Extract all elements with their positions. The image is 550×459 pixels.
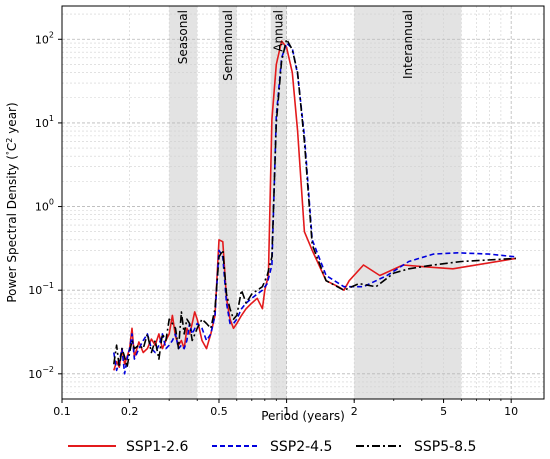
y-tick-label: 10−1 [28,281,54,297]
y-axis-label-degree: ° [5,151,14,155]
x-tick-label: 0.5 [210,405,228,418]
plot-frame [61,5,545,400]
y-axis-label-suffix: year) [5,102,19,137]
x-tick-label: 10 [504,405,518,418]
x-tick-label: 1 [283,405,290,418]
period-bands [169,6,462,399]
axis-ticks: 0.1 0.2 0.5 1 2 5 10 10−2 10−1 100 101 102 [28,30,518,418]
y-tick-label: 102 [35,30,54,46]
band-label-semiannual: Semiannual [221,10,235,81]
band-label-annual: Annual [272,10,286,52]
band-annual [270,6,287,399]
y-axis-label: Power Spectral Density (°C2 year) [5,102,19,302]
series-lines [113,38,517,375]
y-axis-label-sup: 2 [5,138,14,143]
y-tick-label: 100 [35,198,54,214]
x-axis-label: Period (years) [261,409,345,423]
band-seasonal [169,6,198,399]
band-labels: Seasonal Semiannual Annual Interannual [176,10,415,81]
legend-label: SSP5-8.5 [414,439,476,455]
legend: SSP1-2.6 SSP2-4.5 SSP5-8.5 [68,439,476,455]
x-tick-label: 0.1 [53,405,71,418]
legend-label: SSP2-4.5 [270,439,332,455]
y-axis-label-unit: C [5,143,19,151]
x-tick-label: 0.2 [121,405,139,418]
x-tick-label: 5 [440,405,447,418]
y-tick-label: 10−2 [28,365,54,381]
band-label-interannual: Interannual [401,10,415,79]
band-semiannual [218,6,237,399]
y-tick-label: 101 [35,114,54,130]
x-tick-label: 2 [351,405,358,418]
band-label-seasonal: Seasonal [176,10,190,64]
series-line-ssp5-8.5 [113,38,516,369]
legend-label: SSP1-2.6 [126,439,189,455]
y-axis-label-prefix: Power Spectral Density ( [5,155,19,303]
